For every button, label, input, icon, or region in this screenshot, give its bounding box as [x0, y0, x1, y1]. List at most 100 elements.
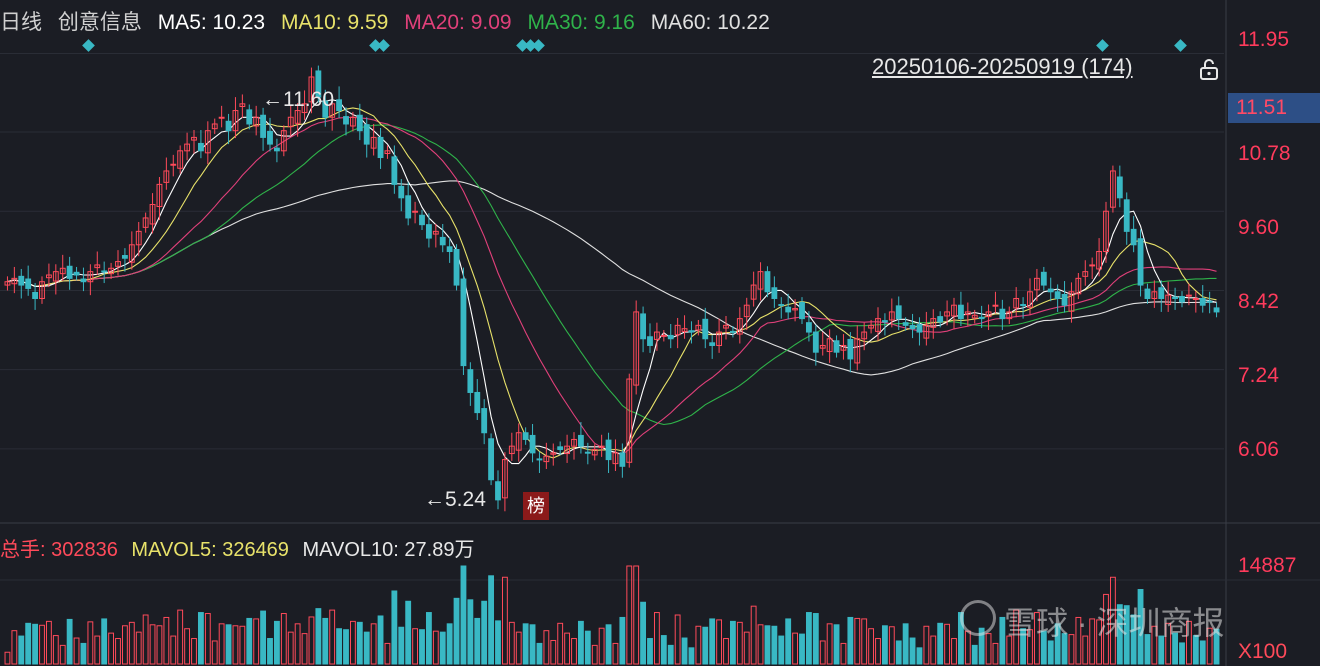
volume-bar	[792, 632, 799, 665]
watermark-text: 雪球 · 深圳商报	[1004, 605, 1225, 641]
candle-body	[875, 318, 881, 332]
candle-body	[405, 195, 412, 219]
date-range-link[interactable]: 20250106-20250919 (174)	[872, 54, 1133, 79]
volume-bar	[951, 638, 957, 665]
volume-bar	[39, 624, 45, 665]
candle-body	[930, 318, 937, 328]
volume-bar	[1061, 633, 1068, 665]
volume-bar	[349, 620, 356, 665]
candle-body	[108, 267, 115, 275]
candle-body	[999, 308, 1006, 320]
candle-body	[584, 451, 591, 454]
candle-body	[488, 438, 495, 481]
volume-bar	[25, 622, 32, 665]
candle-body	[557, 446, 564, 451]
candle-body	[4, 281, 11, 286]
candle-body	[805, 322, 812, 333]
volume-bar	[923, 625, 930, 665]
volume-bar	[812, 613, 819, 665]
volume-bar	[308, 616, 315, 665]
candle-body	[425, 224, 432, 239]
volume-legend: 总手: 302836 MAVOL5: 326469 MAVOL10: 27.89…	[0, 533, 482, 562]
volume-bar	[1185, 620, 1192, 665]
candle-body	[343, 116, 349, 125]
candle-body	[923, 324, 930, 339]
volume-bar	[425, 612, 432, 665]
volume-bar	[1040, 630, 1047, 665]
candle-body	[315, 70, 322, 98]
lock-icon[interactable]	[1198, 58, 1220, 80]
candle-body	[854, 338, 861, 364]
volume-bar	[225, 624, 232, 665]
candle-body	[432, 230, 439, 235]
candlesticks	[4, 65, 1220, 512]
mavol5-label: MAVOL5: 326469	[131, 539, 289, 561]
y-tick-label: 11.95	[1238, 28, 1289, 51]
volume-bar	[557, 622, 564, 665]
candle-body	[681, 328, 688, 332]
volume-bar	[971, 644, 978, 665]
volume-bar	[1068, 634, 1075, 665]
volume-bar	[564, 632, 571, 665]
candle-body	[819, 344, 826, 349]
candle-body	[778, 304, 785, 307]
candle-body	[902, 322, 909, 326]
ranking-badge[interactable]: 榜	[523, 492, 549, 520]
volume-bar	[674, 614, 681, 665]
candle-body	[1116, 176, 1123, 199]
volume-bar	[156, 625, 163, 665]
candle-body	[868, 324, 875, 329]
ma10-label: MA10: 9.59	[280, 11, 389, 34]
candle-body	[1033, 277, 1040, 291]
candle-body	[273, 147, 280, 152]
ma5-line	[7, 99, 1217, 465]
candle-body	[1089, 264, 1096, 267]
volume-bar	[764, 625, 771, 665]
candle-body	[757, 271, 764, 290]
volume-bar	[474, 617, 481, 665]
candle-body	[446, 246, 453, 253]
volume-bar	[356, 621, 363, 665]
candle-body	[785, 306, 792, 313]
candle-body	[833, 340, 840, 353]
ma20-label: MA20: 9.09	[404, 11, 512, 34]
candle-body	[142, 217, 149, 228]
candle-body	[861, 331, 868, 340]
volume-bar	[1027, 629, 1033, 665]
candle-body	[743, 304, 750, 318]
volume-bar	[1096, 619, 1103, 665]
volume-bar	[515, 631, 522, 665]
volume-bar	[495, 620, 501, 665]
candle-body	[1206, 300, 1213, 303]
volume-bar	[481, 600, 488, 665]
candle-body	[1082, 271, 1089, 277]
current-price-tag: 11.51	[1228, 93, 1320, 123]
candle-body	[474, 391, 481, 414]
volume-bar	[177, 609, 184, 665]
volume-bar	[543, 630, 550, 665]
volume-bar	[273, 620, 280, 665]
stock-name: 创意信息	[57, 11, 142, 34]
candle-body	[508, 445, 515, 455]
volume-bar	[799, 633, 805, 665]
candle-body	[73, 271, 80, 276]
volume-bar	[875, 638, 881, 665]
candle-body	[992, 304, 999, 307]
candle-body	[135, 230, 142, 246]
volume-bar	[944, 623, 951, 665]
period-label[interactable]: 日线	[0, 11, 42, 34]
volume-bar	[937, 622, 944, 665]
candle-body	[1109, 170, 1116, 208]
volume-bar	[571, 638, 577, 665]
candle-body	[640, 313, 647, 340]
candle-body	[218, 116, 225, 119]
volume-bar	[757, 624, 764, 665]
volume-bar	[1082, 635, 1089, 665]
volume-bar	[94, 635, 101, 665]
ma20-line	[7, 116, 1217, 455]
candle-body	[59, 267, 66, 275]
volume-bar	[688, 647, 695, 665]
volume-bar	[287, 631, 294, 665]
volume-bar	[999, 616, 1006, 665]
